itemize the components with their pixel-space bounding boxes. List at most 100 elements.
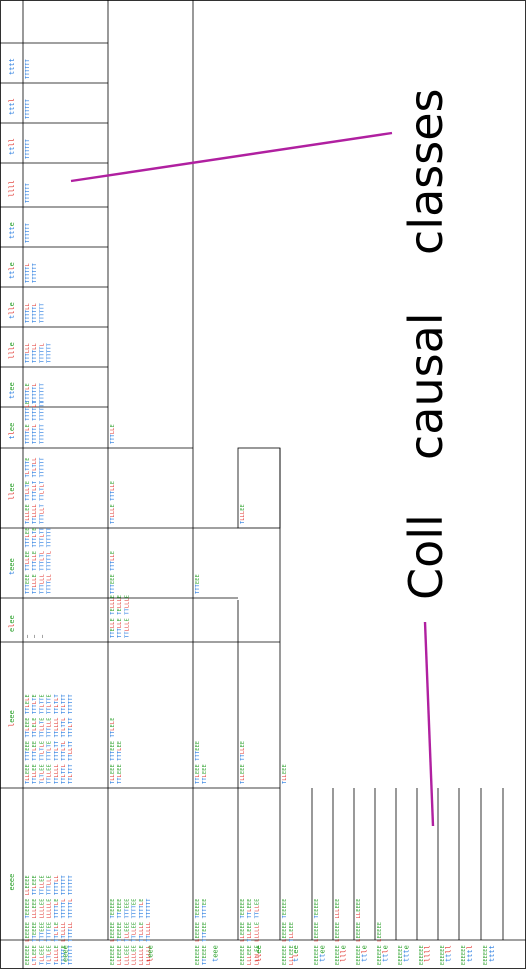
cell-sequence-line: TTTTTT <box>25 59 31 79</box>
cell-sequence-line: TTLLLE TTTLLE <box>110 481 116 524</box>
title-word-causal: causal <box>399 312 453 460</box>
row-label: ttll <box>445 945 453 962</box>
cell-sequence-line: EEEEEE LEEEEE LLLEEE <box>335 898 341 965</box>
cell-sequence-line: TTTTLE <box>25 383 31 403</box>
cell-sequence-line: TTLLLE TTLLLE <box>124 595 130 638</box>
cell-sequence-line: TTTTTT TTTTLL TTTTTL TTTTTT <box>68 875 74 965</box>
cell-sequence-line: TTTTTT <box>25 223 31 243</box>
cell-sequence-line: EEEEEE LEEEEE LLEEEE <box>356 898 362 965</box>
cell-sequence-line: TTLLEE TTTLEE TTLELE TTTLTE <box>32 694 38 784</box>
cell-sequence-line: TTLTTL TTTLTL TTLTTL TTLTTT <box>61 694 67 784</box>
column-labels: eeee leee elee teee llee tlee ttee llle tlle ttle… <box>8 58 16 890</box>
cell-sequence-line: TTTTLE TTTTLE <box>25 401 31 444</box>
cell-sequence-line: LLLEEE TLLEEE TTLEEE <box>247 898 253 965</box>
cell-sequence-line: TTLLEE TTTLTE TTTLLE TTLTTE <box>47 694 53 784</box>
column-label: ttll <box>8 138 16 155</box>
row-label: ttle <box>382 945 390 962</box>
cell-sequence-line: LLEEEE TEEEEE TTEEEE <box>117 898 123 965</box>
row-label: llll <box>424 945 432 962</box>
cell-sequence-line: TTTLLL <box>25 343 31 363</box>
cell-sequence-line: TTTTTL <box>39 343 45 363</box>
cell-sequence-line: TTTTTT <box>47 343 53 363</box>
cell-sequence-line: LLLLLE TTLLLE TTTTLE <box>139 898 145 965</box>
row-label: tttl <box>466 945 474 962</box>
cell-sequence-line: TTTEEE TTTLLE <box>110 551 116 594</box>
cell-sequence-line: LLLLEE LLLLLE TTLLEE <box>254 898 260 965</box>
cell-sequence-line: TTTLLL TTTLTL TTTLTT <box>39 527 45 594</box>
column-label: tttt <box>8 58 16 75</box>
cell-sequence-line: TTTTTL <box>25 263 31 283</box>
cell-sequence-line: TLLLLE TTLTLE TTTTLE TTTTLL <box>54 875 60 965</box>
cell-sequence-line: TTTTTT <box>25 183 31 203</box>
cell-sequence-line: EEEEEE <box>419 945 425 965</box>
column-label: ttte <box>8 222 16 239</box>
cell-sequence-line: EEEEEE LEEEEE TEEEEE <box>282 898 288 965</box>
cell-sequence-line: TTTTLL TTTTTL TTTTTT <box>47 527 53 594</box>
row-label: ttte <box>403 945 411 962</box>
row-label: eeee <box>62 945 70 962</box>
cell-sequence-line: EEEEEE LEEEEE TEEEEE <box>110 898 116 965</box>
cell-sequence-line: TTLEEE TTTLEE <box>117 741 123 784</box>
cell-sequence-line: TTTTTT <box>32 263 38 283</box>
cell-sequence-line: EEEEEE <box>398 945 404 965</box>
column-label: ttle <box>8 262 16 279</box>
cell-sequence-line: EEEEEE LLEEEE TEEEEE <box>240 898 246 965</box>
cell-sequence-line: — <box>32 634 38 638</box>
cell-sequence-line: TTEEEE TTTEEE TTTTEE <box>202 898 208 965</box>
cell-sequence-line: TTTLLE TELLLE <box>117 595 123 638</box>
row-label: ttle <box>361 945 369 962</box>
cell-sequence-line: TTTTTE LTLLLL TTTTTL TTTTTT <box>61 875 67 965</box>
cell-sequence-line: TLLEEE TTTEEE TTLEEE TTLELE <box>25 694 31 784</box>
column-label: tlle <box>8 302 16 319</box>
title-group: Coll causal classes <box>399 89 453 600</box>
cell-sequence-line: LLLEEE TLLEEE <box>289 922 295 965</box>
cell-sequence-line: TTTLLT TTLTLT TTTTTT <box>39 457 45 524</box>
cell-sequence-line: TTTTTL <box>32 303 38 323</box>
cell-sequence-line: TTTTTT <box>25 99 31 119</box>
cell-sequence-line: TLTLEE TTLTLE TTLLTE TTLTTE <box>39 694 45 784</box>
cell-sequence-line: EEEEEE <box>440 945 446 965</box>
cell-sequence-line: TTLTTT TTLLTT TTTLTT TTTTTT <box>68 694 74 784</box>
cell-sequence-line: TLLEEE TTTEEE TTLELE <box>110 717 116 784</box>
column-label: leee <box>8 710 16 727</box>
cell-sequence-line: TLTLEE TTTTEE LLLLLE TTTLLE <box>47 875 53 965</box>
cell-sequence-line: TTTTTT <box>25 139 31 159</box>
llee-box <box>237 447 281 529</box>
cell-sequence-line: TTTTTT <box>39 303 45 323</box>
cell-sequence-line: — <box>39 634 45 638</box>
row-label: ttee <box>319 945 327 962</box>
cell-sequence-line: TTELLE TELLLE <box>110 595 116 638</box>
column-label: teee <box>8 558 16 575</box>
title-word-classes: classes <box>399 89 453 255</box>
cell-sequence-line: TTLEEE TTTEEE <box>195 741 201 784</box>
cell-sequence-line: TTLLLL TTTLLT TTLTLL <box>32 457 38 524</box>
cell-sequence-line: TLLLEE <box>240 504 246 524</box>
column-label: llll <box>8 180 16 197</box>
cell-sequence-line: TTLLLE TTTLLE TTTLTE <box>32 527 38 594</box>
column-label: llee <box>8 483 16 500</box>
row-label: llle <box>340 945 348 962</box>
cell-sequence-line: TTLLLL TTTLTT TTLLLL TTLTLT <box>54 694 60 784</box>
cell-sequence-line: TLLEEE TTLLEE <box>240 741 246 784</box>
cell-sequence-line: EEEEEE LEEEEE <box>377 922 383 965</box>
row-label: llee <box>255 945 263 962</box>
row-labels: eeee leee teee llee tlee ttee llle ttle ttle ttte… <box>62 945 497 962</box>
cell-sequence-line: TLLEEE <box>282 764 288 784</box>
cell-sequence-line: TTTTTL <box>32 383 38 403</box>
arrows <box>70 131 435 827</box>
cell-sequence-line: EEEEEE <box>461 945 467 965</box>
column-label: eeee <box>8 874 16 891</box>
column-label: tlee <box>8 423 16 440</box>
arrow-line-upper <box>70 131 393 183</box>
cell-sequence-line: TTTLLE <box>110 424 116 444</box>
row-label: teee <box>212 945 220 962</box>
cell-sequence-line: TLLLEE TTLLTE TLTTTE <box>25 457 31 524</box>
cell-sequence-line: TTTEEE <box>195 574 201 594</box>
cell-sequence-line: LLLLLL TTLLLL TTTTTT <box>146 898 152 965</box>
cell-sequence-line: EEEEEE LEEEEE TEEEEE <box>195 898 201 965</box>
cell-sequence-line: TTTEEE TTLLEE TTTLEE <box>25 527 31 594</box>
column-label: ttee <box>8 382 16 399</box>
column-label: tttl <box>8 98 16 115</box>
